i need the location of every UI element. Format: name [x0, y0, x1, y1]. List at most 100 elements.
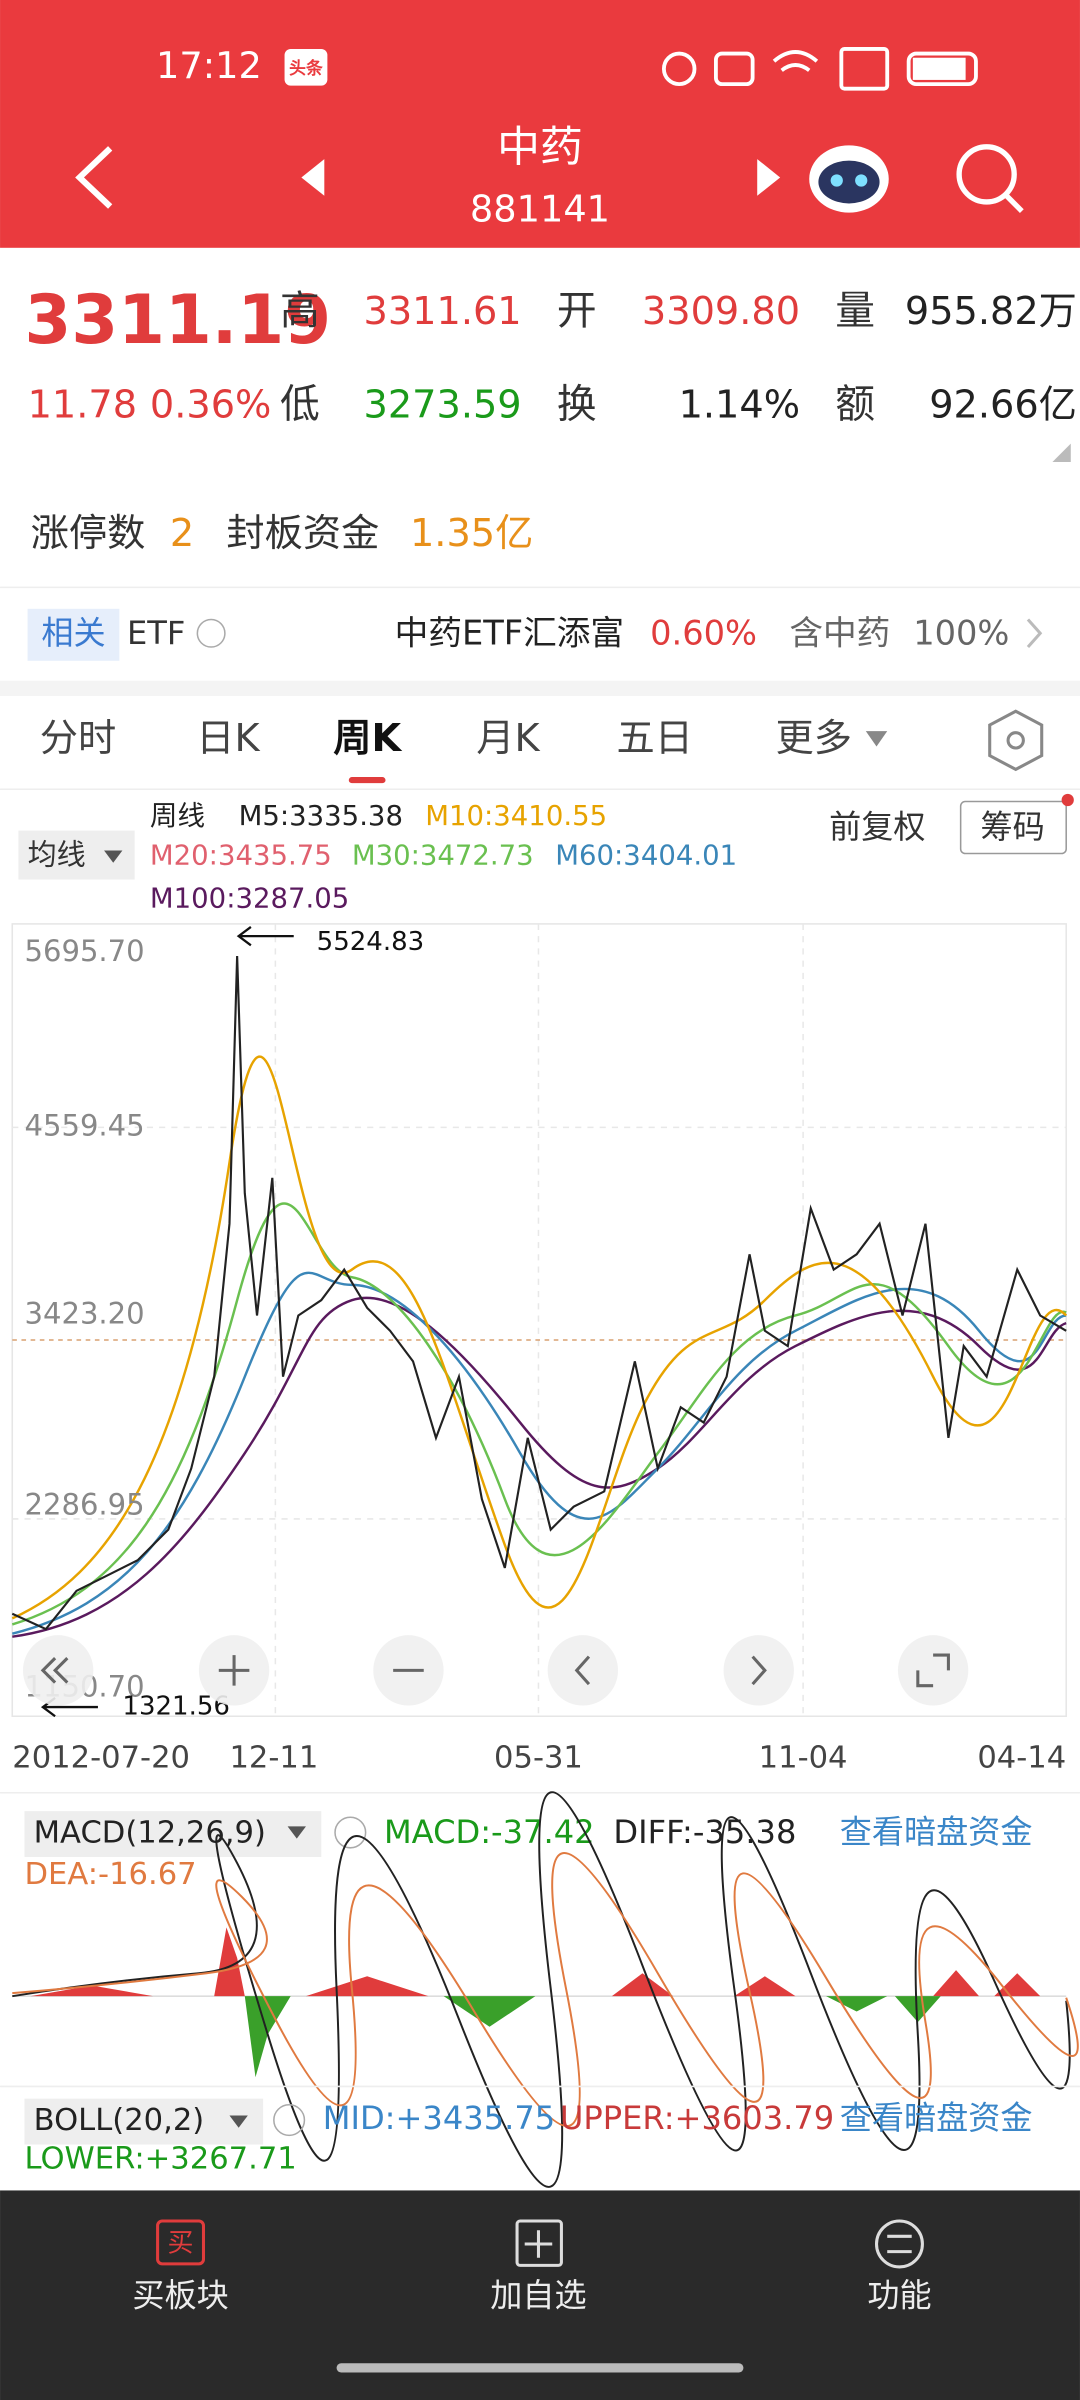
status-badge-bg — [284, 48, 328, 86]
menu-icon-lines — [887, 2234, 912, 2254]
hold-pct: 100% — [913, 613, 1009, 652]
home-bar — [336, 2363, 744, 2373]
ma-period: 周线 — [150, 800, 205, 832]
field-label: 低 — [280, 381, 320, 427]
x-tick-label: 2012-07-20 — [12, 1741, 190, 1776]
tab[interactable]: 五日 — [616, 717, 692, 761]
tab[interactable]: 月K — [476, 717, 540, 761]
x-tick-label: 05-31 — [494, 1741, 583, 1776]
add-icon-plus — [524, 2230, 553, 2258]
help-icon[interactable] — [273, 2104, 306, 2137]
ma-lines — [11, 1055, 1068, 1638]
ma-select[interactable]: 均线 — [28, 838, 86, 872]
boll-select-bg[interactable] — [24, 2098, 264, 2145]
limit-label: 涨停数 — [31, 512, 146, 556]
dropdown — [287, 1826, 306, 1839]
help-icon[interactable] — [196, 618, 226, 648]
boll-lower: LOWER:+3267.71 — [25, 2141, 297, 2176]
dea-line — [12, 1852, 1079, 2127]
y-tick-label: 4559.45 — [25, 1108, 145, 1142]
change: 11.78 — [28, 383, 137, 427]
prev-button[interactable] — [301, 159, 325, 196]
header-bg — [0, 0, 1080, 248]
etf-pct: 0.60% — [650, 613, 757, 652]
y-tick-label: 2286.95 — [25, 1488, 145, 1522]
macd-select[interactable]: MACD(12,26,9) — [34, 1816, 266, 1851]
x-tick-label: 12-11 — [229, 1741, 318, 1776]
robot-button[interactable] — [809, 145, 889, 213]
x-tick-label: 04-14 — [977, 1741, 1066, 1776]
next-button[interactable] — [757, 159, 781, 196]
field-value: 955.82万 — [905, 290, 1077, 334]
chips-button[interactable] — [959, 800, 1067, 855]
buy-icon — [156, 2219, 206, 2266]
buy-icon-char: 买 — [168, 2228, 194, 2258]
help-icon[interactable] — [334, 1816, 367, 1849]
header-code: 881141 — [470, 188, 610, 231]
price-line — [11, 955, 1067, 1631]
nav-buy[interactable]: 买板块 — [132, 2277, 228, 2315]
tab-active[interactable]: 周K — [333, 717, 402, 761]
chevron — [1026, 618, 1043, 649]
gap — [0, 680, 1080, 696]
tab[interactable]: 更多 — [776, 717, 852, 761]
nav-add[interactable]: 加自选 — [490, 2277, 586, 2315]
header-title: 中药 — [497, 122, 583, 172]
boll-link[interactable]: 查看暗盘资金 — [840, 2099, 1033, 2137]
field-value: 3273.59 — [364, 383, 522, 427]
red-dot — [1061, 793, 1074, 807]
boll-upper: UPPER:+3603.79 — [560, 2099, 834, 2137]
field-label: 高 — [280, 288, 320, 334]
corner-mark — [1052, 443, 1071, 462]
back-button[interactable] — [75, 146, 113, 209]
boll-select[interactable]: BOLL(20,2) — [34, 2103, 205, 2138]
field-label: 额 — [835, 381, 875, 427]
status-time: 17:12 — [156, 44, 262, 87]
boll-mid: MID:+3435.75 — [323, 2099, 555, 2137]
macd-bars — [30, 1927, 1041, 2078]
diff-line — [12, 1791, 1071, 2188]
dropdown — [865, 731, 888, 747]
tab[interactable]: 日K — [196, 717, 260, 761]
status-icons — [661, 47, 978, 91]
ma-m5: M5:3335.38 — [239, 800, 403, 832]
zoom-icons — [40, 1653, 950, 1688]
field-value: 3309.80 — [642, 290, 800, 334]
nav-func[interactable]: 功能 — [867, 2277, 931, 2315]
seal-value: 1.35亿 — [410, 512, 533, 556]
menu-icon — [874, 2219, 924, 2269]
chips-label[interactable]: 筹码 — [981, 808, 1045, 846]
field-value: 3311.61 — [364, 290, 522, 334]
y-tick-label: 3423.20 — [25, 1296, 145, 1330]
field-value: 92.66亿 — [929, 383, 1077, 427]
etf-tag: 相关 — [41, 614, 105, 652]
settings-dot — [1006, 731, 1025, 750]
ma-m30: M30:3472.73 — [352, 840, 534, 872]
etf-tag-bg — [27, 608, 120, 661]
limit-count: 2 — [170, 512, 194, 556]
search-button[interactable] — [956, 144, 1024, 213]
dropdown — [229, 2115, 248, 2128]
hold-label: 含中药 — [789, 613, 890, 652]
price: 3311.19 — [25, 281, 332, 359]
dea-value: DEA:-16.67 — [25, 1857, 197, 1892]
adjust[interactable]: 前复权 — [829, 808, 925, 846]
dropdown — [104, 850, 123, 863]
seal-label: 封板资金 — [226, 512, 379, 556]
grid — [12, 923, 1067, 1717]
tab-underline — [348, 777, 386, 784]
field-label: 开 — [557, 288, 597, 334]
macd-link[interactable]: 查看暗盘资金 — [840, 1813, 1033, 1851]
high-label: 5524.83 — [317, 927, 425, 957]
macd-value: MACD:-37.42 — [384, 1813, 595, 1851]
x-tick-label: 11-04 — [759, 1741, 848, 1776]
ma-m10: M10:3410.55 — [425, 800, 607, 832]
y-tick-label: 5695.70 — [25, 934, 145, 968]
ma-m100: M100:3287.05 — [150, 882, 349, 914]
add-icon — [515, 2219, 563, 2267]
settings-button[interactable] — [988, 709, 1044, 772]
tab[interactable]: 分时 — [40, 717, 116, 761]
macd-select-bg[interactable] — [24, 1811, 322, 1857]
etf-name[interactable]: 中药ETF汇添富 — [395, 613, 624, 652]
